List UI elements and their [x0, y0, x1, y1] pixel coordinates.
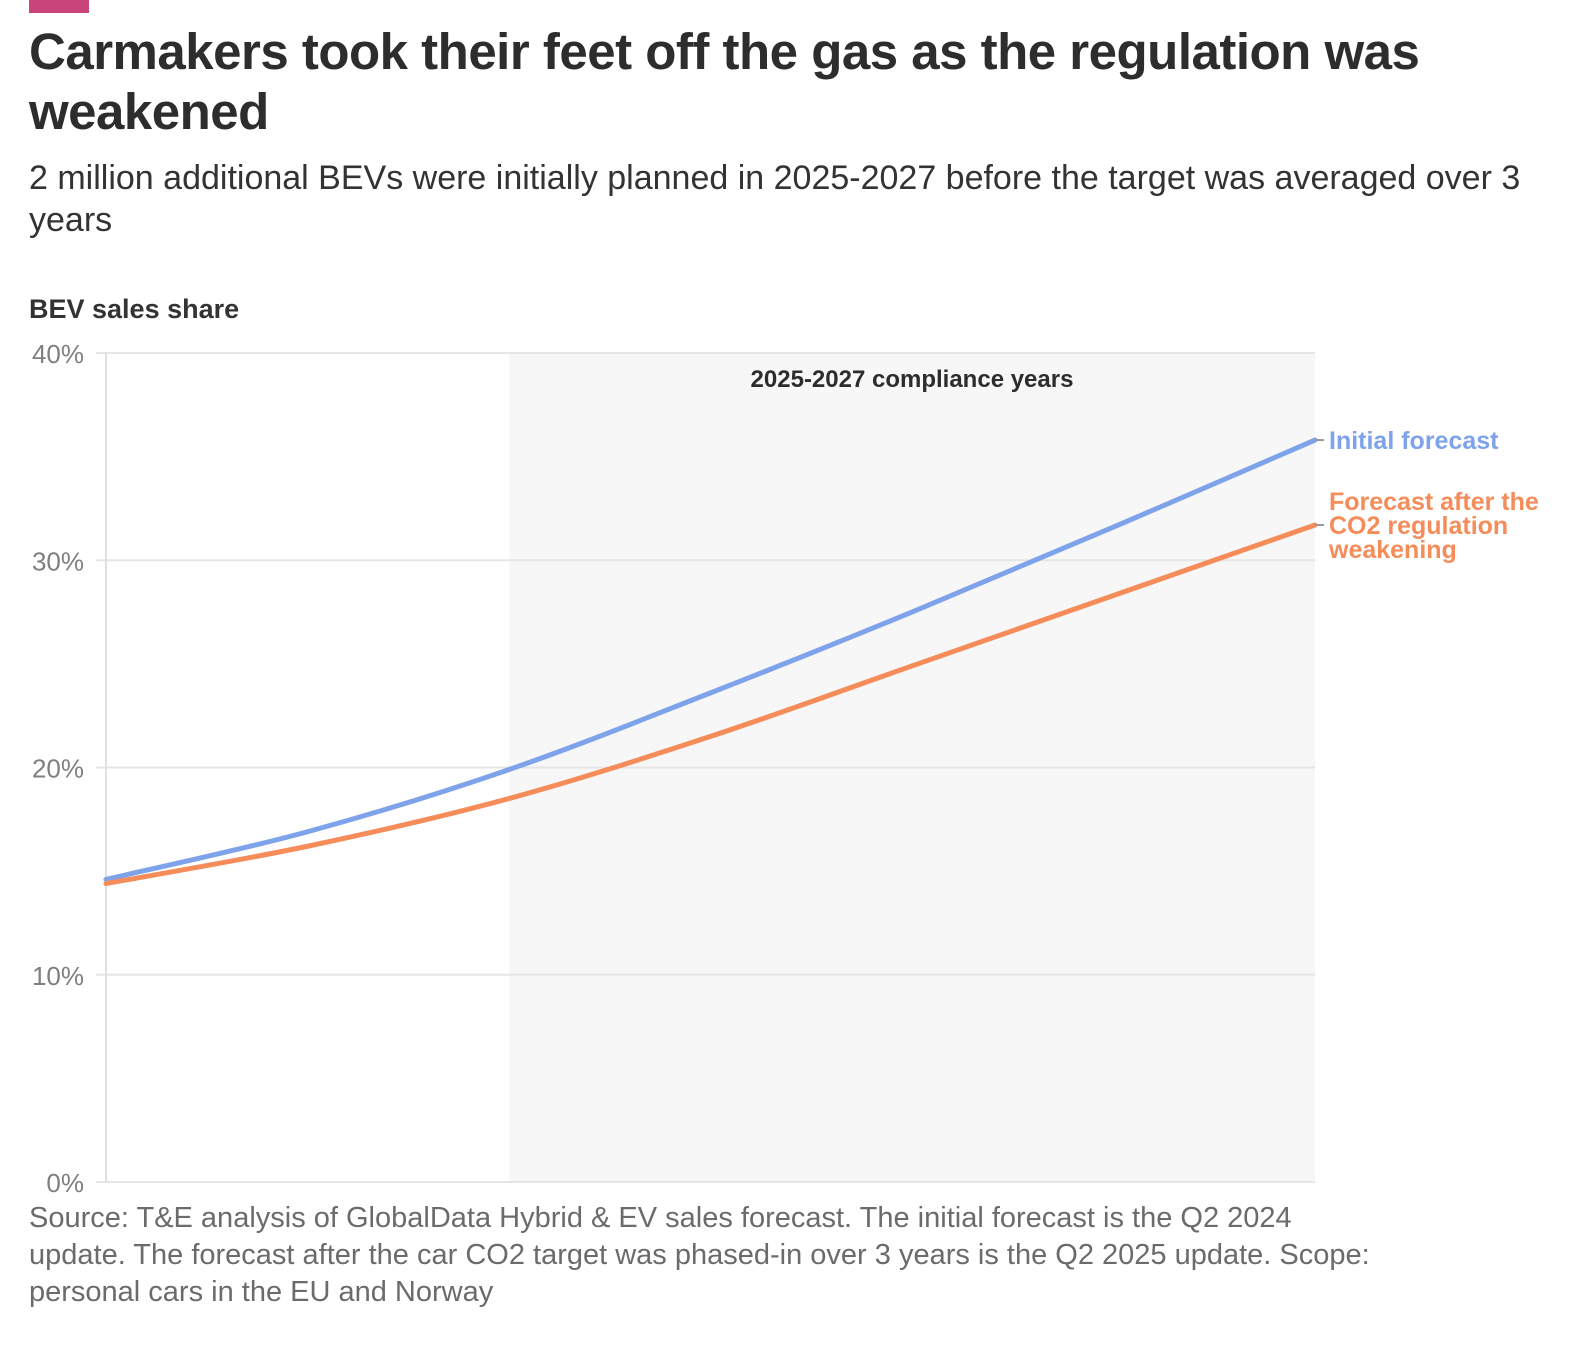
series-lines	[103, 437, 1318, 887]
line-chart: 0% 10% 20% 30% 40% BEV sales share 2025-2027…	[29, 294, 1539, 1198]
series-label-line: weakening	[1328, 536, 1457, 564]
compliance-years-label: 2025-2027 compliance years	[751, 366, 1074, 393]
y-tick-label: 0%	[46, 1168, 84, 1198]
brand-bar	[29, 0, 89, 13]
y-tick-label: 40%	[32, 339, 84, 369]
initial-forecast-label: Initial forecast	[1329, 427, 1499, 455]
y-axis-label: BEV sales share	[29, 294, 239, 324]
source-note: Source: T&E analysis of GlobalData Hybri…	[29, 1202, 1370, 1308]
forecast-after-weakening-label: Forecast after the CO2 regulation weakenin…	[1328, 488, 1539, 564]
series-end-labels: Initial forecast Forecast after the CO2 re…	[1315, 427, 1539, 564]
y-tick-label: 30%	[32, 546, 84, 576]
y-tick-labels: 0% 10% 20% 30% 40%	[32, 339, 84, 1198]
initial-forecast-line	[103, 437, 1318, 882]
chart-title: Carmakers took their feet off the gas as…	[29, 23, 1420, 140]
y-tick-label: 10%	[32, 961, 84, 991]
chart-subtitle: 2 million additional BEVs were initially…	[29, 159, 1521, 239]
forecast-after-weakening-line	[103, 522, 1318, 887]
series-label-line: Forecast after the	[1329, 488, 1539, 516]
series-label-line: CO2 regulation	[1329, 512, 1508, 540]
y-tick-label: 20%	[32, 754, 84, 784]
grid-lines	[96, 352, 1315, 1183]
series-label-line: Initial forecast	[1329, 427, 1499, 455]
